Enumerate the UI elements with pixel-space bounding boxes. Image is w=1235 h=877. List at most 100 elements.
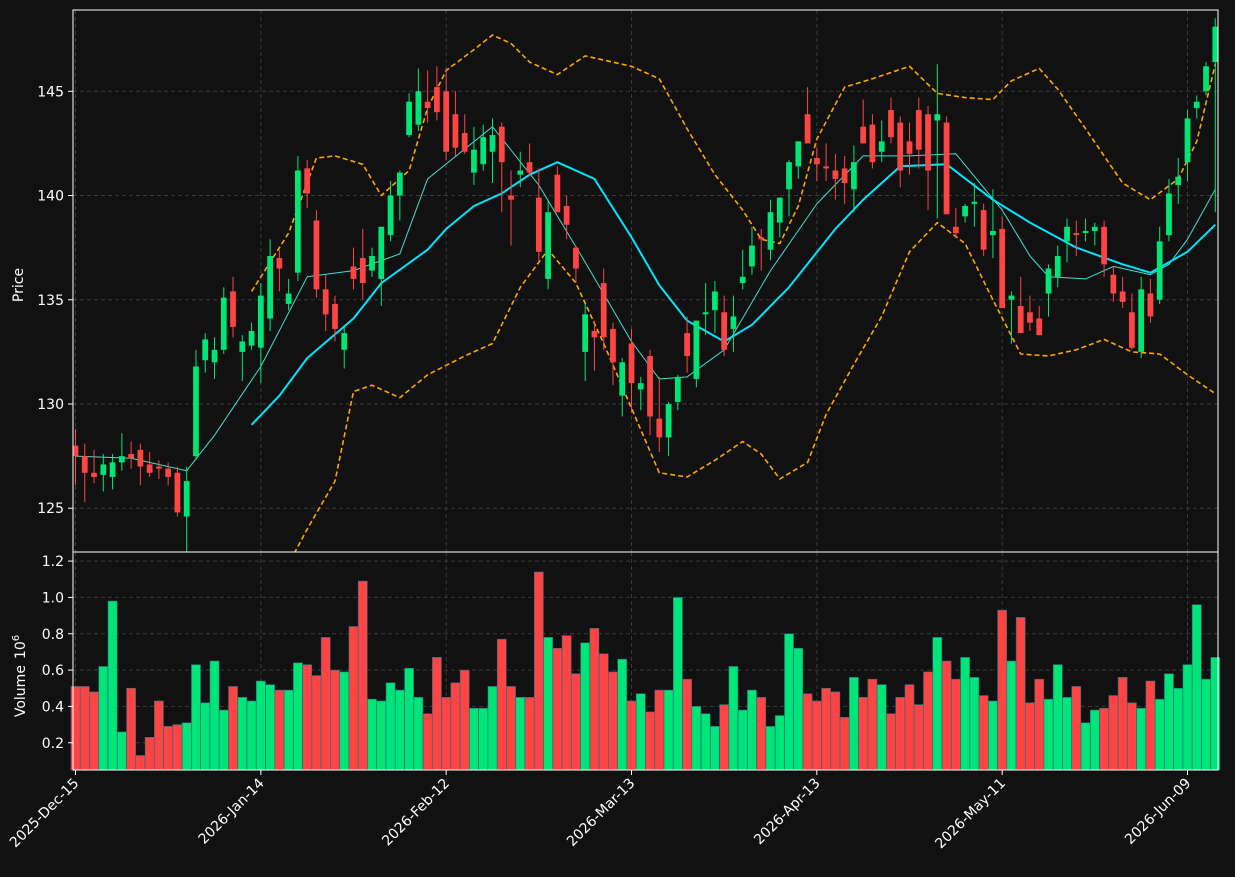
candle-body [434, 87, 440, 113]
candle-body [712, 291, 718, 311]
volume-bar [1006, 660, 1017, 771]
volume-bar [728, 666, 739, 771]
volume-bar [533, 571, 544, 771]
volume-bar [941, 660, 952, 771]
volume-bar [1071, 686, 1082, 771]
volume-bar [867, 678, 878, 771]
volume-bar [858, 697, 869, 771]
candle-body [813, 158, 820, 165]
volume-bar [191, 664, 201, 771]
volume-bar [246, 700, 257, 771]
candle-body [526, 162, 533, 173]
volume-bar [200, 702, 211, 771]
candle-body [137, 449, 144, 467]
price-tick-label: 145 [37, 84, 64, 100]
volume-bar [478, 707, 489, 771]
volume-bar [1108, 695, 1119, 771]
volume-bar [218, 709, 229, 771]
candle-body [118, 456, 125, 463]
volume-bar [663, 689, 674, 771]
candle-body [860, 126, 867, 144]
volume-bar [839, 717, 850, 771]
candle-body [628, 343, 635, 384]
bollinger-lower-line [294, 221, 1216, 552]
candle-body [248, 331, 255, 346]
candle-body [600, 283, 607, 338]
volume-axis-label-text: Volume [13, 665, 29, 717]
candle-body [109, 462, 116, 477]
volume-bar [635, 693, 646, 771]
candle-body [721, 312, 728, 350]
candle-body [471, 149, 477, 173]
volume-bar [1062, 697, 1072, 771]
candle-body [257, 295, 264, 348]
candle-body [285, 293, 292, 304]
volume-bar [821, 687, 831, 771]
candle-body [674, 376, 681, 402]
candle-body [1027, 312, 1033, 323]
candle-body [73, 445, 79, 457]
candle-body [230, 291, 236, 327]
volume-bar [283, 689, 294, 771]
volume-tick-label: 0.6 [42, 663, 64, 679]
volume-bar [1089, 709, 1100, 771]
candle-body [925, 114, 931, 171]
candle-body [915, 110, 922, 150]
volume-tick-label: 1.2 [42, 554, 64, 570]
volume-bar [70, 686, 81, 771]
volume-bar [302, 664, 313, 771]
candle-body [239, 341, 246, 352]
candle-body [461, 132, 468, 152]
volume-bar [1127, 702, 1137, 771]
volume-bar [79, 686, 90, 771]
volume-bar [700, 713, 711, 771]
candle-body [1091, 226, 1098, 231]
volume-bar [561, 635, 572, 771]
volume-bar [886, 713, 896, 771]
volume-bar [228, 686, 238, 771]
volume-bar [747, 689, 757, 771]
volume-bar [608, 671, 618, 771]
volume-bar [255, 680, 266, 771]
candle-body [387, 195, 394, 236]
candle-body [91, 472, 97, 477]
volume-bar [580, 642, 591, 771]
price-tick-label: 140 [37, 189, 64, 205]
volume-bar [737, 709, 748, 771]
candle-body [1045, 268, 1052, 294]
volume-axis-label: Volume 106 [11, 635, 29, 717]
volume-bar [552, 647, 563, 771]
price-tick-label: 135 [37, 293, 64, 309]
candle-body [359, 258, 366, 284]
candle-body [1138, 289, 1145, 352]
price-axis-label: Price [11, 268, 27, 302]
price-tick-label: 130 [37, 397, 64, 413]
volume-bar [89, 691, 99, 771]
volume-bar [913, 704, 924, 771]
candle-body [350, 266, 357, 279]
volume-bar [339, 671, 350, 771]
candle-body [841, 168, 848, 184]
candle-body [906, 141, 913, 154]
candle-body [990, 230, 996, 236]
volume-bar [320, 637, 331, 771]
volume-bar [181, 722, 192, 771]
candle-body [1054, 255, 1061, 277]
candle-body [869, 124, 876, 163]
candle-body [369, 255, 375, 271]
candle-body [508, 195, 514, 200]
candle-body [999, 228, 1006, 309]
candle-body [1166, 193, 1172, 236]
candle-body [1036, 318, 1043, 336]
volume-bar [144, 736, 155, 771]
candle-body [962, 205, 968, 217]
candle-body [295, 170, 301, 273]
volume-bar [645, 711, 655, 771]
volume-bar [1154, 698, 1165, 771]
volume-bar [988, 700, 998, 771]
volume-tick-label: 0.8 [42, 627, 64, 643]
volume-bar [830, 691, 841, 771]
volume-bar [1164, 673, 1174, 771]
candle-body [332, 303, 338, 329]
